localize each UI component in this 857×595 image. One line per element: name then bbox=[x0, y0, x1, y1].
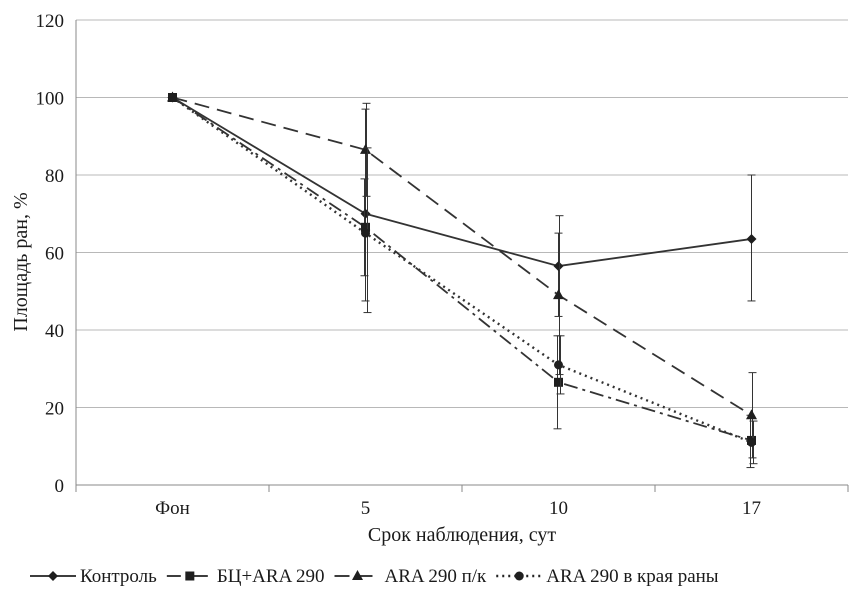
y-tick-label: 40 bbox=[45, 321, 64, 342]
legend-label: ARA 290 п/к bbox=[385, 566, 488, 587]
legend-item: ARA 290 в края раны bbox=[496, 566, 719, 587]
series-4 bbox=[168, 93, 758, 465]
series-line bbox=[171, 96, 752, 442]
y-tick-label: 120 bbox=[36, 11, 65, 32]
data-point bbox=[361, 222, 370, 232]
y-tick-label: 80 bbox=[45, 166, 64, 187]
y-tick-label: 60 bbox=[45, 244, 64, 265]
data-point bbox=[746, 233, 757, 244]
x-tick-label: Фон bbox=[155, 498, 190, 519]
legend-marker bbox=[185, 571, 195, 581]
series-line bbox=[172, 96, 752, 267]
legend: Контроль БЦ+ARA 290 ARA 290 п/к ARA 290 в к… bbox=[30, 566, 719, 587]
y-tick-label: 0 bbox=[55, 476, 65, 497]
legend-marker bbox=[514, 571, 524, 581]
legend-item: БЦ+ARA 290 bbox=[166, 566, 325, 587]
legend-marker bbox=[352, 570, 363, 580]
series-line bbox=[172, 96, 752, 417]
legend-item: Контроль bbox=[30, 566, 157, 587]
x-tick-label: 17 bbox=[742, 498, 761, 519]
legend-marker bbox=[48, 571, 58, 581]
data-point bbox=[553, 261, 564, 272]
y-tick-label: 20 bbox=[45, 399, 64, 420]
grid-lines bbox=[76, 19, 848, 408]
series-1 bbox=[167, 92, 757, 317]
legend-item: ARA 290 п/к bbox=[334, 566, 488, 587]
series-2 bbox=[168, 93, 756, 469]
legend-label: БЦ+ARA 290 bbox=[217, 566, 325, 587]
data-point bbox=[746, 409, 757, 420]
y-axis-label: Площадь ран, % bbox=[10, 192, 32, 331]
x-axis: Фон 5 10 17 bbox=[75, 20, 849, 519]
data-point bbox=[360, 143, 371, 154]
series-group bbox=[167, 91, 758, 469]
data-point bbox=[747, 437, 756, 447]
data-point bbox=[554, 377, 563, 387]
y-axis-ticks: 0 20 40 60 80 100 120 bbox=[36, 11, 65, 497]
legend-label: Контроль bbox=[80, 566, 157, 587]
data-point bbox=[361, 228, 370, 238]
x-tick-label: 10 bbox=[549, 498, 568, 519]
x-axis-label: Срок наблюдения, сут bbox=[368, 524, 556, 546]
data-point bbox=[554, 360, 563, 370]
x-tick-label: 5 bbox=[361, 498, 371, 519]
legend-label: ARA 290 в края раны bbox=[546, 566, 719, 587]
data-point bbox=[360, 208, 371, 219]
data-point bbox=[168, 93, 177, 102]
y-tick-label: 100 bbox=[36, 89, 65, 110]
data-point bbox=[553, 289, 564, 300]
